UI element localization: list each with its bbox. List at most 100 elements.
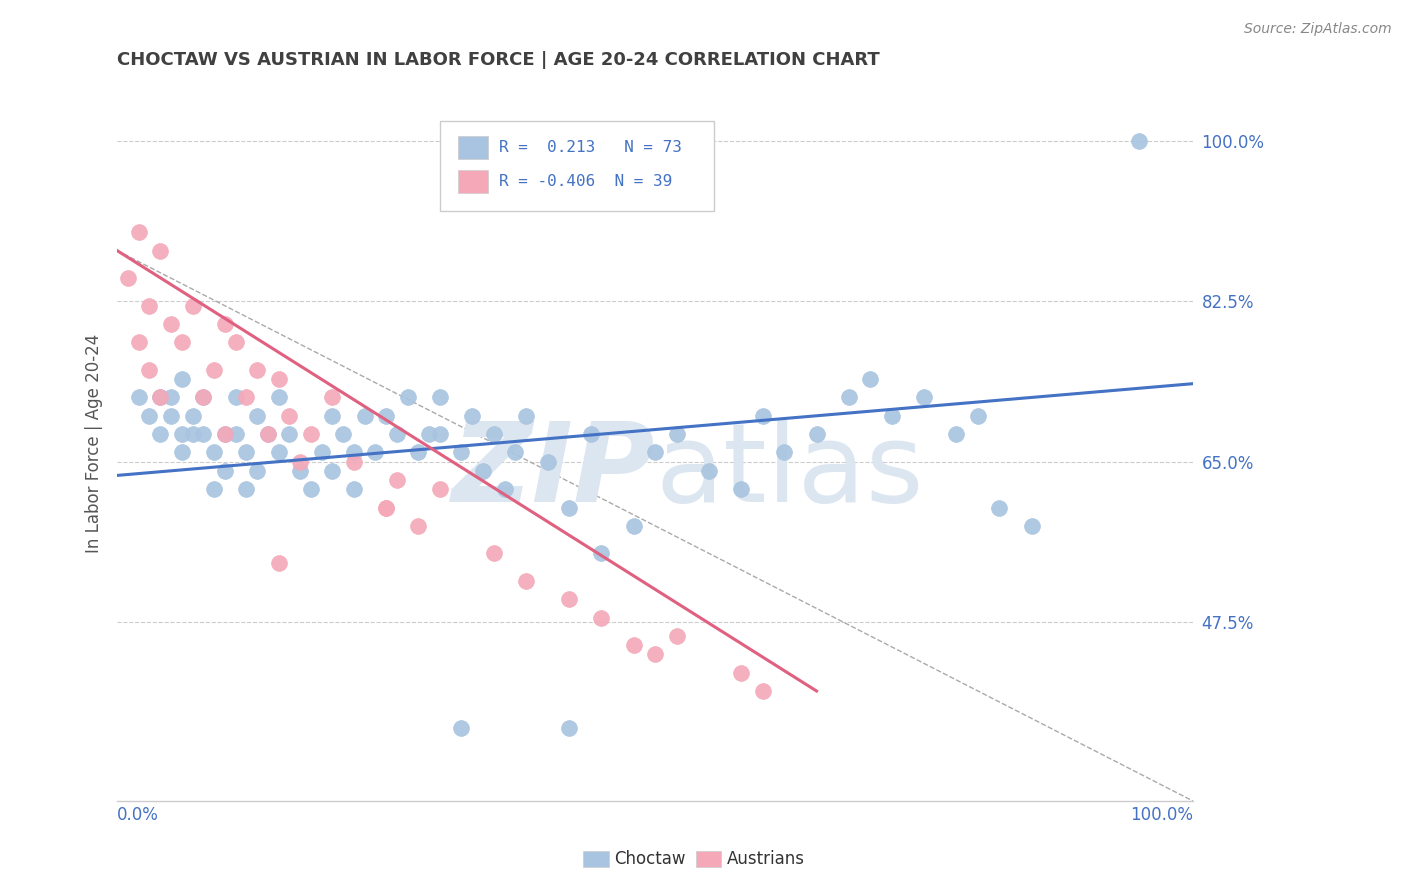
Point: [202, 363, 225, 377]
Point: [418, 427, 440, 442]
Point: [181, 299, 204, 313]
Point: [160, 409, 183, 423]
Point: [267, 556, 290, 570]
Point: [515, 574, 537, 588]
Point: [482, 546, 505, 560]
Text: CHOCTAW VS AUSTRIAN IN LABOR FORCE | AGE 20-24 CORRELATION CHART: CHOCTAW VS AUSTRIAN IN LABOR FORCE | AGE…: [117, 51, 880, 69]
Point: [225, 335, 247, 350]
Point: [806, 427, 828, 442]
Point: [838, 391, 860, 405]
Point: [343, 482, 366, 496]
Point: [288, 455, 311, 469]
Point: [128, 335, 150, 350]
Point: [429, 427, 451, 442]
Point: [408, 445, 430, 459]
Point: [364, 445, 387, 459]
Point: [730, 665, 752, 680]
Point: [160, 391, 183, 405]
Point: [202, 482, 225, 496]
Point: [225, 391, 247, 405]
Point: [170, 372, 193, 386]
Point: [246, 363, 269, 377]
Text: ZIP: ZIP: [451, 418, 655, 525]
Point: [225, 427, 247, 442]
Y-axis label: In Labor Force | Age 20-24: In Labor Force | Age 20-24: [86, 334, 103, 553]
Point: [267, 445, 290, 459]
FancyBboxPatch shape: [458, 170, 488, 193]
Point: [515, 409, 537, 423]
Point: [235, 482, 257, 496]
Point: [623, 519, 645, 533]
Point: [343, 445, 366, 459]
Point: [988, 500, 1011, 515]
Point: [536, 455, 558, 469]
Point: [591, 610, 613, 624]
Text: Austrians: Austrians: [727, 850, 804, 868]
Point: [235, 391, 257, 405]
FancyBboxPatch shape: [458, 136, 488, 159]
Point: [665, 629, 688, 643]
Point: [193, 391, 215, 405]
Point: [246, 464, 269, 478]
Point: [408, 519, 430, 533]
Point: [117, 271, 139, 285]
Point: [482, 427, 505, 442]
Point: [644, 648, 666, 662]
Point: [160, 317, 183, 331]
Point: [880, 409, 903, 423]
Point: [450, 445, 472, 459]
Point: [1021, 519, 1043, 533]
Point: [193, 391, 215, 405]
Point: [623, 638, 645, 652]
Point: [697, 464, 720, 478]
Point: [912, 391, 935, 405]
Point: [278, 427, 301, 442]
Point: [730, 482, 752, 496]
Point: [149, 391, 172, 405]
Point: [579, 427, 602, 442]
Point: [149, 391, 172, 405]
Point: [311, 445, 333, 459]
Point: [558, 721, 581, 735]
Point: [170, 335, 193, 350]
Point: [193, 427, 215, 442]
Text: Source: ZipAtlas.com: Source: ZipAtlas.com: [1244, 22, 1392, 37]
Point: [385, 473, 408, 487]
Text: Choctaw: Choctaw: [614, 850, 686, 868]
Point: [321, 409, 343, 423]
Point: [128, 391, 150, 405]
Point: [859, 372, 882, 386]
Text: R =  0.213   N = 73: R = 0.213 N = 73: [499, 140, 682, 155]
Point: [332, 427, 354, 442]
Point: [246, 409, 269, 423]
Point: [138, 409, 160, 423]
Point: [278, 409, 301, 423]
Point: [321, 391, 343, 405]
Text: R = -0.406  N = 39: R = -0.406 N = 39: [499, 174, 672, 189]
Point: [591, 546, 613, 560]
Point: [299, 427, 322, 442]
Point: [396, 391, 419, 405]
Point: [429, 391, 451, 405]
Point: [149, 244, 172, 258]
Text: atlas: atlas: [655, 418, 924, 525]
Point: [429, 482, 451, 496]
Point: [494, 482, 516, 496]
Point: [181, 427, 204, 442]
Point: [138, 363, 160, 377]
Point: [256, 427, 278, 442]
Point: [1128, 134, 1150, 148]
Point: [967, 409, 990, 423]
Point: [181, 409, 204, 423]
Point: [343, 455, 366, 469]
Text: 0.0%: 0.0%: [117, 805, 159, 823]
Point: [751, 684, 773, 698]
Point: [149, 427, 172, 442]
Point: [299, 482, 322, 496]
Point: [214, 464, 236, 478]
Point: [267, 372, 290, 386]
Point: [214, 317, 236, 331]
Point: [138, 299, 160, 313]
Point: [644, 445, 666, 459]
Point: [503, 445, 526, 459]
